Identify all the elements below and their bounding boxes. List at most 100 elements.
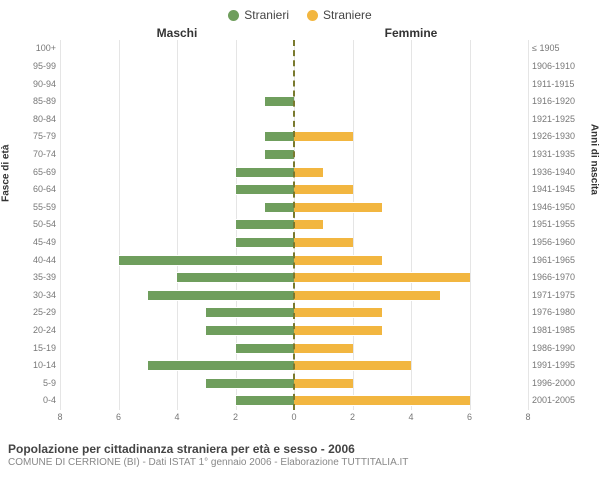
bar-female bbox=[294, 307, 382, 318]
legend-label-female: Straniere bbox=[323, 8, 372, 22]
y-tick-age: 80-84 bbox=[8, 115, 56, 124]
y-tick-birth: 1936-1940 bbox=[532, 168, 592, 177]
y-axis-right-title: Anni di nascita bbox=[589, 124, 600, 195]
bar-row-male bbox=[60, 254, 294, 267]
bar-row-male bbox=[60, 271, 294, 284]
y-tick-age: 65-69 bbox=[8, 168, 56, 177]
bar-male bbox=[148, 290, 294, 301]
bar-male bbox=[236, 237, 295, 248]
bar-row-female bbox=[294, 254, 528, 267]
legend: Stranieri Straniere bbox=[8, 8, 592, 22]
bar-female bbox=[294, 131, 353, 142]
y-axis-left: 100+95-9990-9485-8980-8475-7970-7465-696… bbox=[8, 40, 60, 410]
bar-row-male bbox=[60, 377, 294, 390]
bar-row-male bbox=[60, 306, 294, 319]
y-tick-age: 95-99 bbox=[8, 62, 56, 71]
y-tick-birth: 1921-1925 bbox=[532, 115, 592, 124]
column-header-right: Femmine bbox=[294, 26, 528, 40]
bar-male bbox=[236, 343, 295, 354]
bar-male bbox=[148, 360, 294, 371]
y-tick-birth: 1976-1980 bbox=[532, 308, 592, 317]
y-tick-age: 20-24 bbox=[8, 326, 56, 335]
bar-male bbox=[236, 219, 295, 230]
y-tick-birth: 1946-1950 bbox=[532, 203, 592, 212]
bar-row-female bbox=[294, 342, 528, 355]
legend-swatch-male bbox=[228, 10, 239, 21]
caption-title: Popolazione per cittadinanza straniera p… bbox=[8, 442, 592, 456]
bar-row-female bbox=[294, 394, 528, 407]
y-tick-birth: 1906-1910 bbox=[532, 62, 592, 71]
y-tick-birth: 2001-2005 bbox=[532, 396, 592, 405]
plot-area: Fasce di età 100+95-9990-9485-8980-8475-… bbox=[8, 40, 592, 410]
bar-row-female bbox=[294, 271, 528, 284]
x-axis: 864202468 bbox=[8, 412, 592, 424]
y-tick-age: 55-59 bbox=[8, 203, 56, 212]
bar-row-male bbox=[60, 324, 294, 337]
bar-row-female bbox=[294, 148, 528, 161]
caption: Popolazione per cittadinanza straniera p… bbox=[8, 442, 592, 468]
y-tick-age: 0-4 bbox=[8, 396, 56, 405]
bar-row-male bbox=[60, 218, 294, 231]
y-tick-age: 25-29 bbox=[8, 308, 56, 317]
bar-male bbox=[236, 395, 295, 406]
y-tick-age: 60-64 bbox=[8, 185, 56, 194]
y-tick-age: 85-89 bbox=[8, 97, 56, 106]
bar-male bbox=[265, 202, 294, 213]
bar-row-male bbox=[60, 130, 294, 143]
bar-female bbox=[294, 325, 382, 336]
bar-male bbox=[265, 149, 294, 160]
x-tick: 6 bbox=[467, 412, 472, 422]
y-tick-age: 35-39 bbox=[8, 273, 56, 282]
bar-female bbox=[294, 360, 411, 371]
y-tick-age: 5-9 bbox=[8, 379, 56, 388]
bar-row-female bbox=[294, 218, 528, 231]
caption-subtitle: COMUNE DI CERRIONE (BI) - Dati ISTAT 1° … bbox=[8, 457, 592, 468]
bar-male bbox=[119, 255, 295, 266]
y-tick-birth: 1996-2000 bbox=[532, 379, 592, 388]
x-axis-ticks: 864202468 bbox=[60, 412, 528, 424]
y-axis-right: ≤ 19051906-19101911-19151916-19201921-19… bbox=[528, 40, 592, 410]
y-tick-birth: 1941-1945 bbox=[532, 185, 592, 194]
x-tick: 2 bbox=[350, 412, 355, 422]
bar-row-female bbox=[294, 289, 528, 302]
x-tick: 4 bbox=[174, 412, 179, 422]
bar-row-female bbox=[294, 42, 528, 55]
bar-female bbox=[294, 202, 382, 213]
x-tick: 8 bbox=[525, 412, 530, 422]
y-tick-birth: 1966-1970 bbox=[532, 273, 592, 282]
bar-row-female bbox=[294, 236, 528, 249]
bar-female bbox=[294, 395, 470, 406]
legend-item-female: Straniere bbox=[307, 8, 372, 22]
y-tick-age: 75-79 bbox=[8, 132, 56, 141]
y-tick-age: 45-49 bbox=[8, 238, 56, 247]
bar-row-female bbox=[294, 95, 528, 108]
x-tick: 6 bbox=[116, 412, 121, 422]
center-line bbox=[293, 40, 295, 410]
bar-row-male bbox=[60, 166, 294, 179]
bar-row-female bbox=[294, 78, 528, 91]
bar-row-male bbox=[60, 394, 294, 407]
bar-row-male bbox=[60, 113, 294, 126]
column-headers: Maschi Femmine bbox=[8, 26, 592, 40]
y-tick-birth: 1986-1990 bbox=[532, 344, 592, 353]
bar-row-female bbox=[294, 306, 528, 319]
bar-row-male bbox=[60, 78, 294, 91]
bar-female bbox=[294, 290, 440, 301]
y-tick-age: 100+ bbox=[8, 44, 56, 53]
bar-row-female bbox=[294, 60, 528, 73]
x-tick: 2 bbox=[233, 412, 238, 422]
bar-row-male bbox=[60, 42, 294, 55]
bar-row-female bbox=[294, 130, 528, 143]
y-tick-age: 15-19 bbox=[8, 344, 56, 353]
x-tick: 4 bbox=[408, 412, 413, 422]
bar-row-female bbox=[294, 113, 528, 126]
x-tick: 0 bbox=[291, 412, 296, 422]
bar-male bbox=[177, 272, 294, 283]
y-tick-age: 70-74 bbox=[8, 150, 56, 159]
bar-female bbox=[294, 272, 470, 283]
y-tick-birth: 1956-1960 bbox=[532, 238, 592, 247]
bar-female bbox=[294, 343, 353, 354]
bar-male bbox=[206, 325, 294, 336]
bar-female bbox=[294, 184, 353, 195]
bar-row-male bbox=[60, 60, 294, 73]
